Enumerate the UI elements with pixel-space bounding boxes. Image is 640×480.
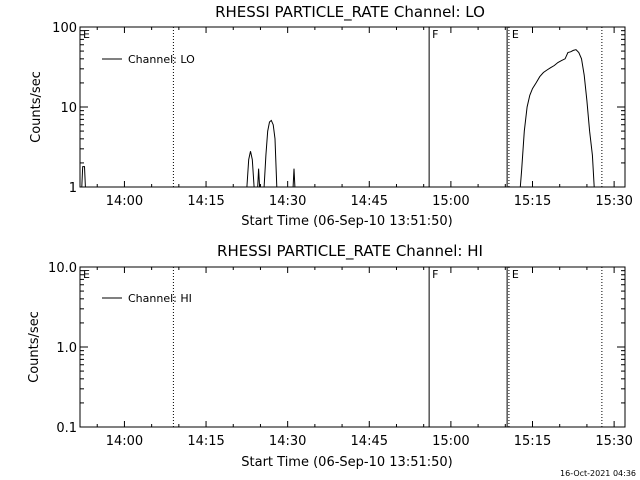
x-tick-label: 14:00 bbox=[106, 434, 143, 449]
series-line bbox=[292, 168, 296, 188]
legend: Channel: HI bbox=[102, 292, 192, 305]
chart-panel-lo: RHESSI PARTICLE_RATE Channel: LO 14:00 14… bbox=[29, 3, 633, 229]
x-tick-label: 15:15 bbox=[514, 194, 551, 209]
event-marker-label: F bbox=[432, 28, 438, 41]
x-tick-label: 14:30 bbox=[269, 434, 306, 449]
timestamp: 16-Oct-2021 04:36 bbox=[560, 469, 636, 478]
event-marker-label: E bbox=[512, 28, 519, 41]
legend: Channel: LO bbox=[102, 53, 195, 66]
y-tick-label: 100 bbox=[52, 21, 77, 36]
y-tick-label: 1.0 bbox=[56, 341, 77, 356]
y-tick-label: 10.0 bbox=[48, 261, 77, 276]
x-tick-label: 15:00 bbox=[432, 194, 469, 209]
x-tick-label: 14:45 bbox=[351, 434, 388, 449]
x-tick-label: 14:15 bbox=[187, 434, 224, 449]
y-tick-label: 0.1 bbox=[56, 421, 77, 436]
x-tick-label: 14:15 bbox=[187, 194, 224, 209]
chart-title: RHESSI PARTICLE_RATE Channel: HI bbox=[217, 242, 483, 261]
y-tick-label: 10 bbox=[60, 101, 77, 116]
x-tick-label: 15:15 bbox=[514, 434, 551, 449]
event-marker-label: E bbox=[83, 28, 90, 41]
x-axis-label: Start Time (06-Sep-10 13:51:50) bbox=[241, 214, 452, 229]
axis-ticks: 14:00 14:15 14:30 14:45 15:00 15:15 15:30 1 10 10… bbox=[52, 21, 633, 209]
series-line bbox=[246, 151, 255, 188]
y-axis-label: Counts/sec bbox=[29, 71, 44, 143]
x-axis-label: Start Time (06-Sep-10 13:51:50) bbox=[241, 455, 452, 470]
chart-title: RHESSI PARTICLE_RATE Channel: LO bbox=[215, 3, 485, 22]
x-tick-label: 15:30 bbox=[595, 434, 632, 449]
plot-frame bbox=[79, 26, 626, 188]
legend-label: Channel: LO bbox=[128, 53, 195, 66]
x-tick-label: 15:30 bbox=[595, 194, 632, 209]
event-marker-label: F bbox=[432, 268, 438, 281]
y-tick-label: 1 bbox=[69, 181, 77, 196]
series-line bbox=[257, 168, 261, 188]
chart-panel-hi: RHESSI PARTICLE_RATE Channel: HI 14:00 14… bbox=[27, 242, 633, 470]
event-marker-label: E bbox=[83, 268, 90, 281]
x-tick-label: 14:45 bbox=[351, 194, 388, 209]
plot-frame bbox=[79, 266, 626, 428]
series-line bbox=[263, 119, 278, 188]
series-line bbox=[81, 166, 86, 188]
series-line bbox=[519, 49, 595, 188]
legend-label: Channel: HI bbox=[128, 292, 192, 305]
data-series bbox=[81, 49, 595, 188]
x-tick-label: 14:00 bbox=[106, 194, 143, 209]
y-axis-label: Counts/sec bbox=[27, 311, 42, 383]
x-tick-label: 15:00 bbox=[432, 434, 469, 449]
axis-ticks: 14:00 14:15 14:30 14:45 15:00 15:15 15:30 0.1 1.… bbox=[48, 261, 633, 449]
x-tick-label: 14:30 bbox=[269, 194, 306, 209]
event-marker-label: E bbox=[512, 268, 519, 281]
